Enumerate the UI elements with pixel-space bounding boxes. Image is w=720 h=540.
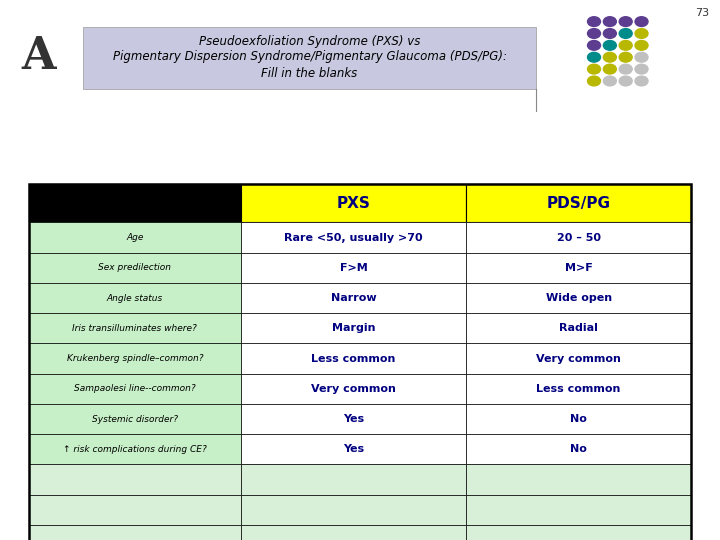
Text: Radial: Radial — [559, 323, 598, 333]
FancyBboxPatch shape — [83, 27, 536, 89]
FancyBboxPatch shape — [240, 222, 466, 253]
Text: Very common: Very common — [311, 384, 396, 394]
Circle shape — [619, 29, 632, 38]
FancyBboxPatch shape — [240, 343, 466, 374]
FancyBboxPatch shape — [466, 283, 691, 313]
Circle shape — [635, 29, 648, 38]
FancyBboxPatch shape — [466, 434, 691, 464]
Text: Krukenberg spindle–common?: Krukenberg spindle–common? — [66, 354, 203, 363]
Circle shape — [588, 40, 600, 50]
FancyBboxPatch shape — [240, 464, 466, 495]
Text: Age: Age — [126, 233, 143, 242]
Circle shape — [588, 29, 600, 38]
FancyBboxPatch shape — [240, 495, 466, 525]
Circle shape — [603, 76, 616, 86]
FancyBboxPatch shape — [29, 374, 240, 404]
Circle shape — [588, 76, 600, 86]
Text: Pseudoexfoliation Syndrome (PXS) vs: Pseudoexfoliation Syndrome (PXS) vs — [199, 35, 420, 49]
Circle shape — [635, 40, 648, 50]
Text: No: No — [570, 444, 587, 454]
Circle shape — [603, 52, 616, 62]
Circle shape — [619, 52, 632, 62]
FancyBboxPatch shape — [29, 253, 240, 283]
Circle shape — [635, 52, 648, 62]
Circle shape — [619, 76, 632, 86]
Circle shape — [619, 40, 632, 50]
Text: M>F: M>F — [564, 263, 593, 273]
FancyBboxPatch shape — [240, 434, 466, 464]
Circle shape — [635, 17, 648, 26]
FancyBboxPatch shape — [29, 313, 240, 343]
Circle shape — [603, 17, 616, 26]
FancyBboxPatch shape — [466, 525, 691, 540]
Text: Pigmentary Dispersion Syndrome/Pigmentary Glaucoma (PDS/PG):: Pigmentary Dispersion Syndrome/Pigmentar… — [112, 50, 507, 64]
FancyBboxPatch shape — [466, 404, 691, 434]
FancyBboxPatch shape — [466, 253, 691, 283]
FancyBboxPatch shape — [29, 434, 240, 464]
Text: Fill in the blanks: Fill in the blanks — [261, 66, 358, 80]
FancyBboxPatch shape — [29, 222, 240, 253]
FancyBboxPatch shape — [240, 404, 466, 434]
FancyBboxPatch shape — [466, 313, 691, 343]
Text: Rare <50, usually >70: Rare <50, usually >70 — [284, 233, 423, 242]
Text: ↑ risk complications during CE?: ↑ risk complications during CE? — [63, 445, 207, 454]
FancyBboxPatch shape — [466, 222, 691, 253]
FancyBboxPatch shape — [240, 184, 466, 222]
FancyBboxPatch shape — [466, 495, 691, 525]
Text: Wide open: Wide open — [546, 293, 612, 303]
Circle shape — [603, 40, 616, 50]
Text: No: No — [570, 414, 587, 424]
Text: Yes: Yes — [343, 444, 364, 454]
Text: Very common: Very common — [536, 354, 621, 363]
Text: PXS: PXS — [336, 195, 370, 211]
FancyBboxPatch shape — [29, 464, 240, 495]
FancyBboxPatch shape — [466, 464, 691, 495]
Text: F>M: F>M — [340, 263, 367, 273]
Text: Margin: Margin — [332, 323, 375, 333]
Circle shape — [603, 64, 616, 74]
FancyBboxPatch shape — [466, 184, 691, 222]
FancyBboxPatch shape — [29, 404, 240, 434]
Circle shape — [619, 64, 632, 74]
Circle shape — [603, 29, 616, 38]
Circle shape — [588, 17, 600, 26]
Text: Sex predilection: Sex predilection — [99, 264, 171, 272]
FancyBboxPatch shape — [240, 313, 466, 343]
Text: Narrow: Narrow — [330, 293, 376, 303]
FancyBboxPatch shape — [29, 283, 240, 313]
FancyBboxPatch shape — [240, 374, 466, 404]
FancyBboxPatch shape — [240, 253, 466, 283]
Text: Systemic disorder?: Systemic disorder? — [91, 415, 178, 423]
Text: Less common: Less common — [536, 384, 621, 394]
Text: 73: 73 — [695, 8, 709, 18]
Text: Sampaolesi line--common?: Sampaolesi line--common? — [74, 384, 196, 393]
Text: Angle status: Angle status — [107, 294, 163, 302]
Text: 20 – 50: 20 – 50 — [557, 233, 600, 242]
Text: Less common: Less common — [311, 354, 395, 363]
Circle shape — [619, 17, 632, 26]
FancyBboxPatch shape — [466, 343, 691, 374]
Circle shape — [588, 64, 600, 74]
Text: Yes: Yes — [343, 414, 364, 424]
FancyBboxPatch shape — [240, 525, 466, 540]
FancyBboxPatch shape — [29, 495, 240, 525]
Circle shape — [635, 76, 648, 86]
FancyBboxPatch shape — [240, 283, 466, 313]
FancyBboxPatch shape — [29, 525, 240, 540]
Text: Iris transilluminates where?: Iris transilluminates where? — [73, 324, 197, 333]
Text: A: A — [22, 35, 56, 78]
FancyBboxPatch shape — [466, 374, 691, 404]
FancyBboxPatch shape — [29, 184, 240, 222]
Circle shape — [635, 64, 648, 74]
Circle shape — [588, 52, 600, 62]
FancyBboxPatch shape — [29, 343, 240, 374]
Text: PDS/PG: PDS/PG — [546, 195, 611, 211]
